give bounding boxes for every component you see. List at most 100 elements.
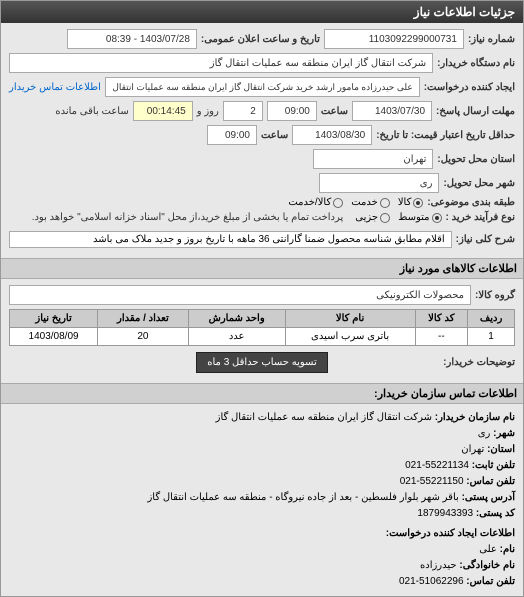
row-number: شماره نیاز: 1103092299000731 تاریخ و ساع… <box>9 29 515 49</box>
col-idx: ردیف <box>468 310 515 328</box>
process-label: نوع فرآیند خرید : <box>446 212 515 223</box>
group-label: گروه کالا: <box>475 290 515 301</box>
cat-radio-3[interactable]: کالا/خدمت <box>288 197 343 208</box>
validity-label: حداقل تاریخ اعتبار قیمت: تا تاریخ: <box>376 130 515 141</box>
panel-body: شماره نیاز: 1103092299000731 تاریخ و ساع… <box>1 23 523 258</box>
cat-opt2-label: خدمت <box>351 197 378 208</box>
org-label: نام سازمان خریدار: <box>435 412 515 423</box>
table-header-row: ردیف کد کالا نام کالا واحد شمارش تعداد /… <box>10 310 515 328</box>
city-field: ری <box>319 173 439 193</box>
address-value: باقر شهر بلوار فلسطین - بعد از جاده نیرو… <box>147 492 458 503</box>
proc-opt2-label: جزیی <box>355 212 378 223</box>
cell-qty: 20 <box>98 328 189 346</box>
row-process: نوع فرآیند خرید : متوسط جزیی پرداخت تمام… <box>9 212 515 223</box>
contact-province-row: استان: تهران <box>9 442 515 458</box>
radio-icon <box>432 213 442 223</box>
org-value: شرکت انتقال گاز ایران منطقه سه عملیات ان… <box>216 412 432 423</box>
family-label: نام خانوادگی: <box>459 560 515 571</box>
city-label: شهر محل تحویل: <box>443 178 515 189</box>
row-desc: شرح کلی نیاز: اقلام مطابق شناسه محصول ضم… <box>9 231 515 248</box>
col-unit: واحد شمارش <box>188 310 285 328</box>
goods-section-header: اطلاعات کالاهای مورد نیاز <box>1 258 523 279</box>
c-city-label: شهر: <box>493 428 515 439</box>
name-label: نام: <box>500 544 515 555</box>
row-creator: ایجاد کننده درخواست: علی حیدرزاده مامور … <box>9 77 515 97</box>
category-radio-group: کالا خدمت کالا/خدمت <box>288 197 423 208</box>
deadline-date-field: 1403/07/30 <box>352 101 432 121</box>
province-field: تهران <box>313 149 433 169</box>
col-name: نام کالا <box>285 310 415 328</box>
proc-radio-2[interactable]: جزیی <box>355 212 390 223</box>
radio-icon <box>413 198 423 208</box>
cell-code: -- <box>415 328 468 346</box>
desc-label: شرح کلی نیاز: <box>456 234 515 245</box>
requester-section-label: اطلاعات ایجاد کننده درخواست: <box>9 526 515 542</box>
goods-body: گروه کالا: محصولات الکترونیکی ردیف کد کا… <box>1 279 523 383</box>
row-province: استان محل تحویل: تهران <box>9 149 515 169</box>
name-value: علی <box>479 544 497 555</box>
contact-org-row: نام سازمان خریدار: شرکت انتقال گاز ایران… <box>9 410 515 426</box>
c-province-value: تهران <box>461 444 484 455</box>
contact-fax-row: تلفن تماس: 55221150-021 <box>9 474 515 490</box>
row-group: گروه کالا: محصولات الکترونیکی <box>9 285 515 305</box>
remain-days-field: 2 <box>223 101 263 121</box>
family-value: حیدرزاده <box>420 560 457 571</box>
contact-postal-row: کد پستی: 1879943393 <box>9 506 515 522</box>
row-buyer-note: توضیحات خریدار: تسویه حساب حداقل 3 ماه <box>9 352 515 373</box>
panel-title: جزئیات اطلاعات نیاز <box>414 5 515 19</box>
creator-field: علی حیدرزاده مامور ارشد خرید شرکت انتقال… <box>105 77 420 97</box>
cell-idx: 1 <box>468 328 515 346</box>
col-date: تاریخ نیاز <box>10 310 98 328</box>
remain-unit: روز و <box>197 106 219 117</box>
tel-label: تلفن تماس: <box>466 576 515 587</box>
c-city-value: ری <box>478 428 491 439</box>
address-label: آدرس پستی: <box>462 492 515 503</box>
table-row: 1 -- باتری سرب اسیدی عدد 20 1403/08/09 <box>10 328 515 346</box>
device-field: شرکت انتقال گاز ایران منطقه سه عملیات ان… <box>9 53 433 73</box>
contact-link[interactable]: اطلاعات تماس خریدار <box>9 82 101 93</box>
validity-time-label: ساعت <box>261 130 288 141</box>
cat-opt3-label: کالا/خدمت <box>288 197 331 208</box>
proc-opt1-label: متوسط <box>398 212 429 223</box>
col-qty: تعداد / مقدار <box>98 310 189 328</box>
creator-label: ایجاد کننده درخواست: <box>424 82 515 93</box>
deadline-label: مهلت ارسال پاسخ: <box>436 106 515 117</box>
fax-label: تلفن تماس: <box>466 476 515 487</box>
contact-city-row: شهر: ری <box>9 426 515 442</box>
proc-radio-1[interactable]: متوسط <box>398 212 441 223</box>
province-label: استان محل تحویل: <box>437 154 515 165</box>
settle-button[interactable]: تسویه حساب حداقل 3 ماه <box>196 352 327 373</box>
fax-value: 55221150-021 <box>400 476 464 487</box>
postal-value: 1879943393 <box>417 508 473 519</box>
contact-tel-row: تلفن تماس: 51062296-021 <box>9 574 515 590</box>
cell-date: 1403/08/09 <box>10 328 98 346</box>
row-deadline: مهلت ارسال پاسخ: 1403/07/30 ساعت 09:00 2… <box>9 101 515 121</box>
category-label: طبقه بندی موضوعی: <box>427 197 515 208</box>
validity-time-field: 09:00 <box>207 125 257 145</box>
group-field: محصولات الکترونیکی <box>9 285 471 305</box>
need-number-label: شماره نیاز: <box>468 34 515 45</box>
cat-opt1-label: کالا <box>398 197 412 208</box>
device-label: نام دستگاه خریدار: <box>437 58 515 69</box>
col-code: کد کالا <box>415 310 468 328</box>
main-panel: جزئیات اطلاعات نیاز شماره نیاز: 11030922… <box>0 0 524 597</box>
cat-radio-2[interactable]: خدمت <box>351 197 390 208</box>
contact-section-header: اطلاعات تماس سازمان خریدار: <box>1 383 523 404</box>
postal-label: کد پستی: <box>476 508 515 519</box>
validity-date-field: 1403/08/30 <box>292 125 372 145</box>
cat-radio-1[interactable]: کالا <box>398 197 424 208</box>
need-datetime-label: تاریخ و ساعت اعلان عمومی: <box>201 34 320 45</box>
cell-unit: عدد <box>188 328 285 346</box>
contact-family-row: نام خانوادگی: حیدرزاده <box>9 558 515 574</box>
cell-name: باتری سرب اسیدی <box>285 328 415 346</box>
contact-body: نام سازمان خریدار: شرکت انتقال گاز ایران… <box>1 404 523 596</box>
remain-text: ساعت باقی مانده <box>55 106 128 117</box>
radio-icon <box>333 198 343 208</box>
goods-table: ردیف کد کالا نام کالا واحد شمارش تعداد /… <box>9 309 515 346</box>
phone-label: تلفن ثابت: <box>472 460 515 471</box>
contact-name-row: نام: علی <box>9 542 515 558</box>
deadline-time-label: ساعت <box>321 106 348 117</box>
panel-header: جزئیات اطلاعات نیاز <box>1 1 523 23</box>
row-city: شهر محل تحویل: ری <box>9 173 515 193</box>
row-category: طبقه بندی موضوعی: کالا خدمت کالا/خدمت <box>9 197 515 208</box>
